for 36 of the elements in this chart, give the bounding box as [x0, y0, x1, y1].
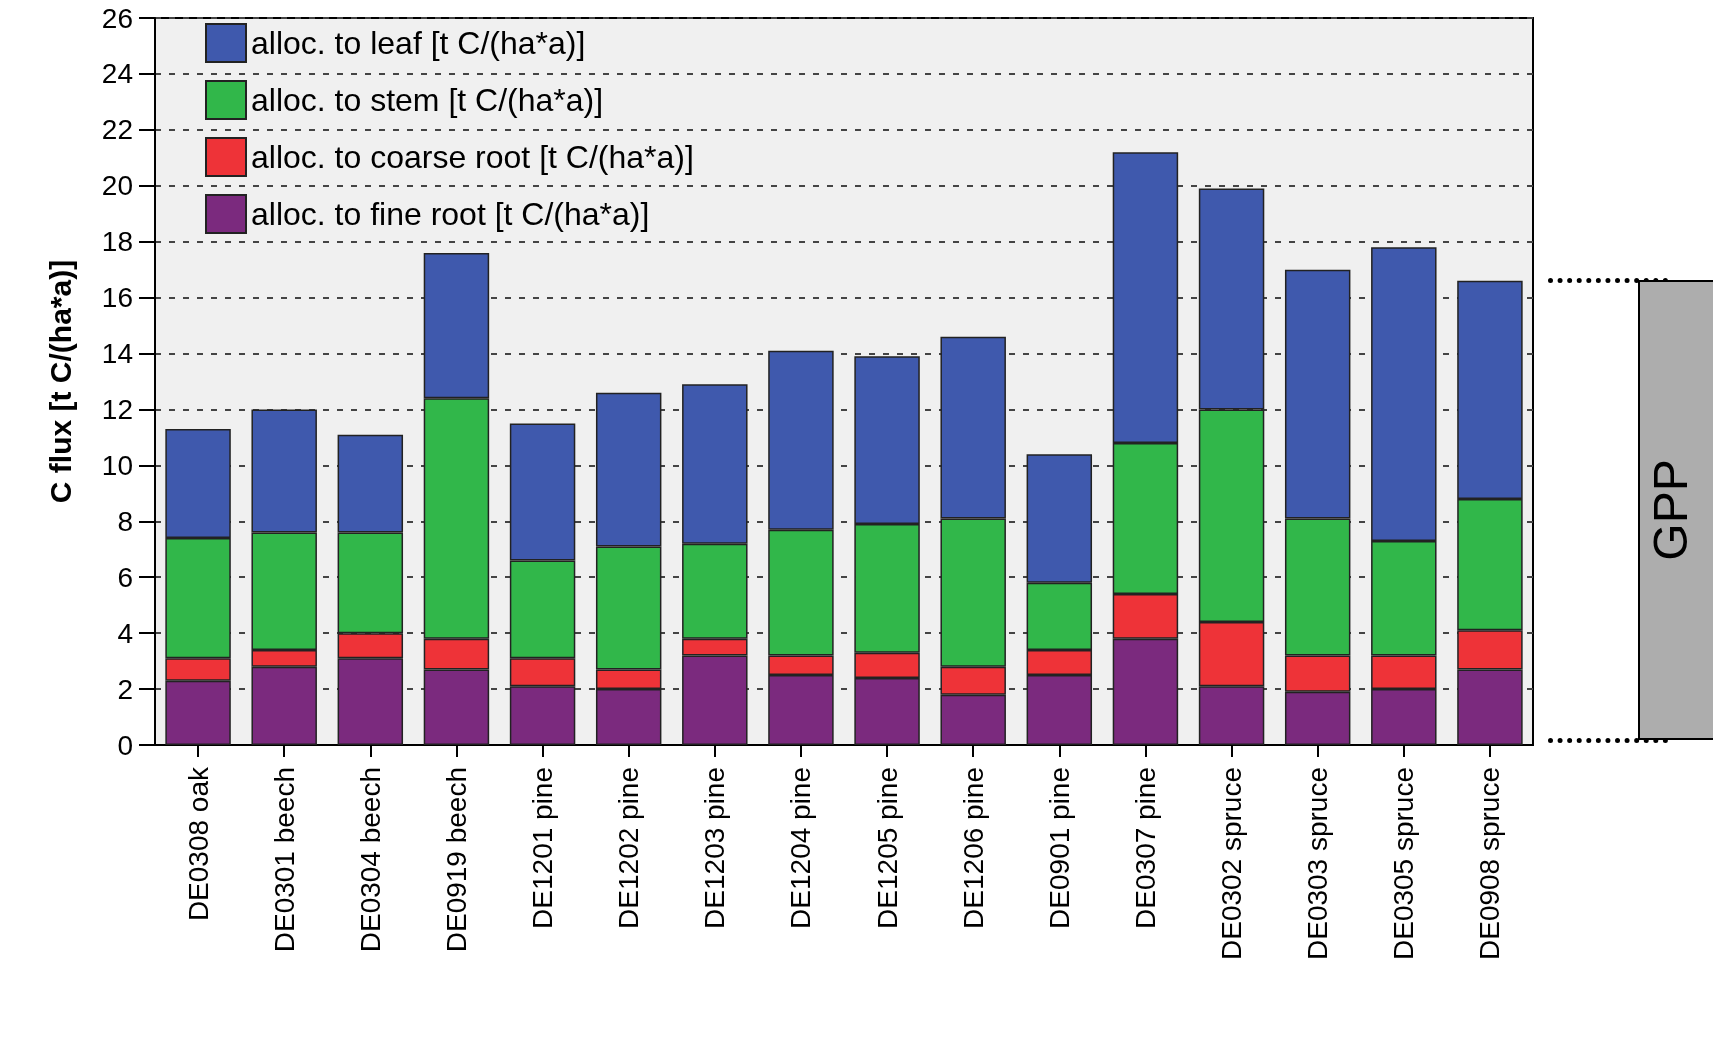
x-tick-label: DE1204 pine: [785, 767, 817, 929]
x-tick-label: DE0308 oak: [182, 766, 214, 922]
y-tick-label: 12: [101, 393, 133, 425]
y-tick-label: 8: [117, 505, 133, 537]
y-tick-label: 26: [101, 2, 133, 34]
x-tick-label: DE0908 spruce: [1474, 767, 1506, 961]
y-tick-label: 4: [117, 617, 133, 649]
y-tick-label: 14: [101, 338, 133, 370]
y-tick-label: 0: [117, 729, 133, 761]
y-axis-title: C flux [t C/(ha*a)]: [43, 259, 77, 504]
x-tick-label: DE0303 spruce: [1302, 767, 1334, 961]
legend-label: alloc. to leaf [t C/(ha*a)]: [251, 25, 586, 61]
gpp-box: GPP: [1548, 272, 1713, 747]
y-tick-label: 22: [101, 114, 133, 146]
legend-label: alloc. to coarse root [t C/(ha*a)]: [251, 139, 694, 175]
legend-label: alloc. to stem [t C/(ha*a)]: [251, 82, 604, 118]
x-tick-label: DE1201 pine: [527, 767, 559, 929]
y-tick-label: 20: [101, 170, 133, 202]
y-tick-label: 24: [101, 58, 133, 90]
x-tick-label: DE1203 pine: [699, 767, 731, 929]
y-tick-label: 6: [117, 561, 133, 593]
x-tick-label: DE0307 pine: [1129, 767, 1161, 929]
x-tick-label: DE0301 beech: [268, 767, 300, 953]
y-tick-label: 18: [101, 226, 133, 258]
x-tick-label: DE0305 spruce: [1388, 767, 1420, 961]
x-tick-label: DE1205 pine: [871, 767, 903, 929]
legend-label: alloc. to fine root [t C/(ha*a)]: [251, 196, 650, 232]
x-tick-label: DE0302 spruce: [1216, 767, 1248, 961]
x-tick-label: DE0304 beech: [354, 767, 386, 953]
x-tick-label: DE1206 pine: [957, 767, 989, 929]
y-tick-label: 2: [117, 673, 133, 705]
y-tick-label: 16: [101, 282, 133, 314]
x-tick-label: DE1202 pine: [613, 767, 645, 929]
x-tick-label: DE0919 beech: [440, 767, 472, 953]
x-tick-label: DE0901 pine: [1043, 767, 1075, 929]
y-tick-label: 10: [101, 449, 133, 481]
